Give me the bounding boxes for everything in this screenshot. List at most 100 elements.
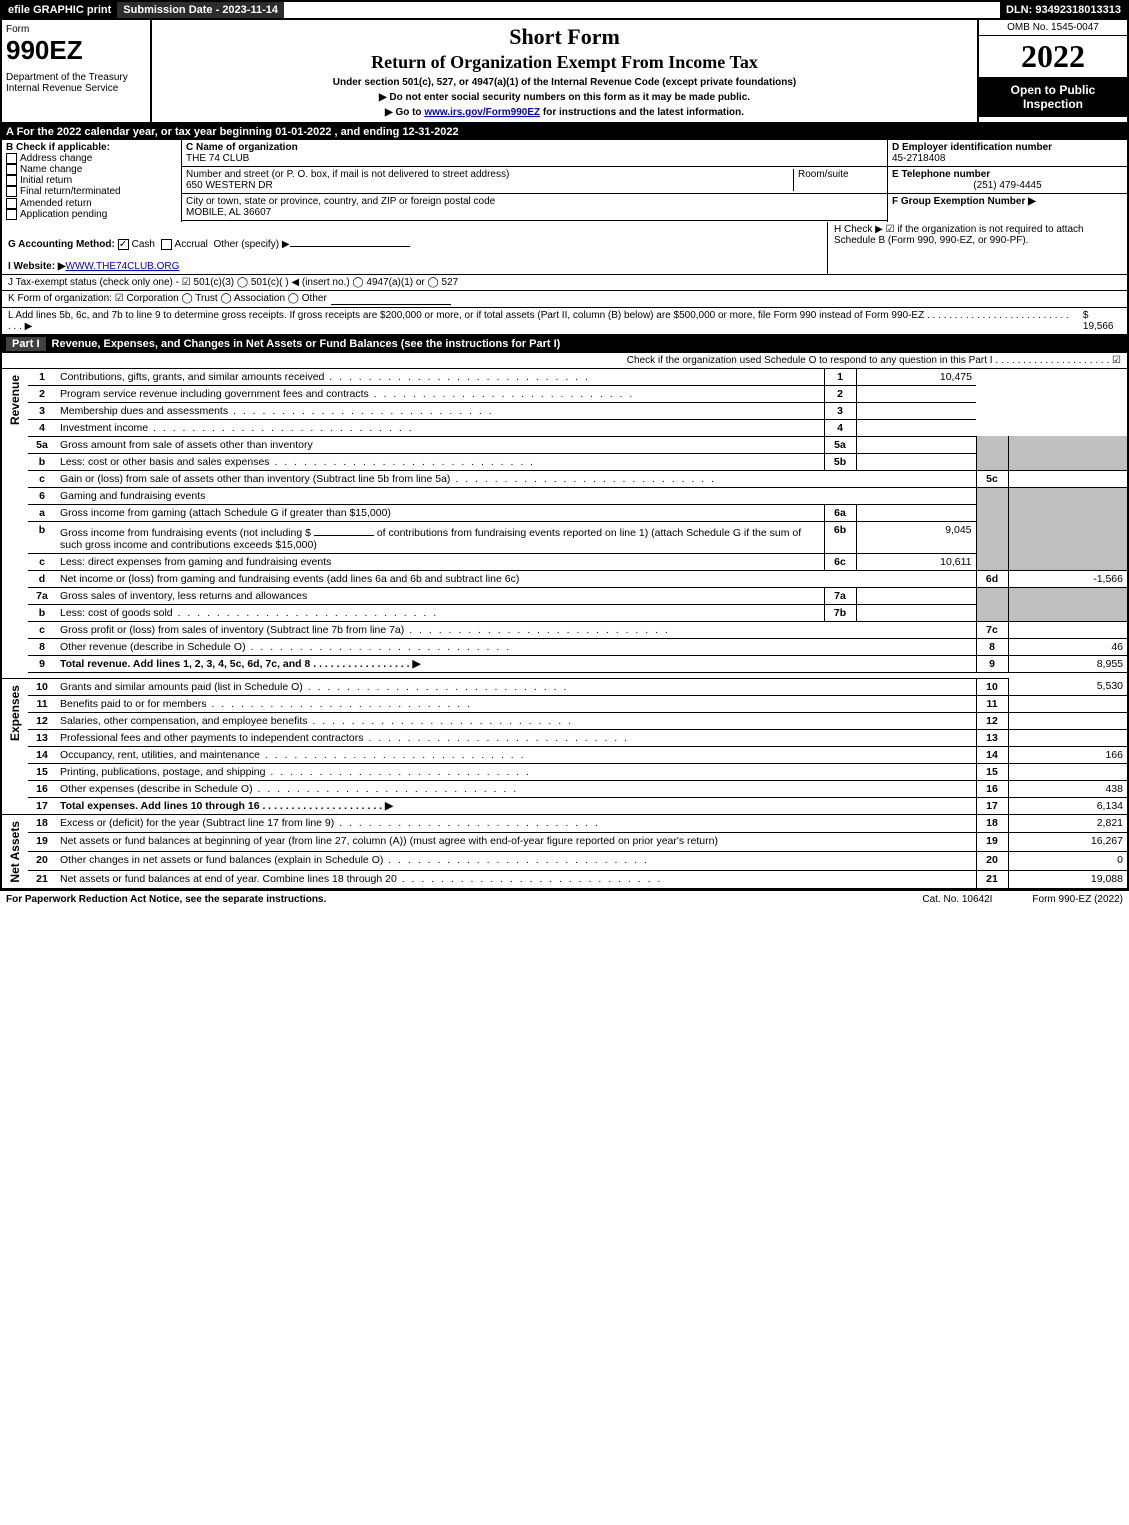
header-left: Form 990EZ Department of the Treasury In…: [2, 20, 152, 122]
subtitle-2: ▶ Do not enter social security numbers o…: [158, 92, 971, 103]
cb-name-change[interactable]: Name change: [6, 164, 177, 175]
open-public-inspection: Open to Public Inspection: [979, 77, 1127, 117]
row-3: 3Membership dues and assessments3: [1, 402, 1128, 419]
title-short-form: Short Form: [158, 24, 971, 50]
city-val: MOBILE, AL 36607: [186, 207, 271, 218]
part-i-checkline: Check if the organization used Schedule …: [0, 353, 1129, 369]
g-label: G Accounting Method:: [8, 239, 115, 250]
row-1: Revenue 1Contributions, gifts, grants, a…: [1, 369, 1128, 386]
line-k: K Form of organization: ☑ Corporation ◯ …: [0, 291, 1129, 308]
sidebar-revenue: Revenue: [6, 371, 24, 429]
part-i-label: Part I: [6, 337, 46, 351]
org-name-row: C Name of organization THE 74 CLUB: [182, 140, 887, 167]
cb-application-pending[interactable]: Application pending: [6, 209, 177, 220]
org-name: THE 74 CLUB: [186, 153, 249, 164]
footer-right: Form 990-EZ (2022): [1032, 894, 1123, 905]
row-18: Net Assets 18Excess or (deficit) for the…: [1, 814, 1128, 833]
city-row: City or town, state or province, country…: [182, 194, 887, 221]
row-13: 13Professional fees and other payments t…: [1, 729, 1128, 746]
d-ein: D Employer identification number 45-2718…: [888, 140, 1127, 167]
f-group: F Group Exemption Number ▶: [888, 194, 1127, 209]
room-label: Room/suite: [798, 169, 849, 180]
e-label: E Telephone number: [892, 169, 990, 180]
sidebar-expenses: Expenses: [6, 681, 24, 745]
submission-date: Submission Date - 2023-11-14: [117, 2, 284, 18]
row-10: Expenses 10Grants and similar amounts pa…: [1, 678, 1128, 695]
row-6a: aGross income from gaming (attach Schedu…: [1, 504, 1128, 521]
line-a: A For the 2022 calendar year, or tax yea…: [0, 124, 1129, 140]
i-label: I Website: ▶: [8, 261, 66, 272]
subtitle-1: Under section 501(c), 527, or 4947(a)(1)…: [158, 77, 971, 88]
row-4: 4Investment income4: [1, 419, 1128, 436]
footer: For Paperwork Reduction Act Notice, see …: [0, 889, 1129, 908]
department-label: Department of the Treasury Internal Reve…: [6, 72, 146, 94]
cb-amended-return[interactable]: Amended return: [6, 198, 177, 209]
row-17: 17Total expenses. Add lines 10 through 1…: [1, 797, 1128, 814]
irs-link[interactable]: www.irs.gov/Form990EZ: [424, 107, 540, 118]
header-right: OMB No. 1545-0047 2022 Open to Public In…: [977, 20, 1127, 122]
efile-label[interactable]: efile GRAPHIC print: [2, 2, 117, 18]
col-b-checkboxes: B Check if applicable: Address change Na…: [2, 140, 182, 222]
row-11: 11Benefits paid to or for members11: [1, 695, 1128, 712]
col-c-org: C Name of organization THE 74 CLUB Numbe…: [182, 140, 887, 222]
cb-accrual-icon[interactable]: [161, 239, 172, 250]
b-label: B Check if applicable:: [6, 142, 110, 153]
g-accounting: G Accounting Method: ✓Cash Accrual Other…: [2, 222, 827, 274]
line-l: L Add lines 5b, 6c, and 7b to line 9 to …: [0, 308, 1129, 335]
row-21: 21Net assets or fund balances at end of …: [1, 870, 1128, 889]
street-val: 650 WESTERN DR: [186, 180, 273, 191]
c-name-label: C Name of organization: [186, 142, 298, 153]
sub3-pre: ▶ Go to: [385, 107, 424, 118]
part-i-check-text: Check if the organization used Schedule …: [627, 355, 1121, 366]
part-i-table: Revenue 1Contributions, gifts, grants, a…: [0, 369, 1129, 890]
g-accrual: Accrual: [175, 239, 208, 250]
row-7a: 7aGross sales of inventory, less returns…: [1, 587, 1128, 604]
k-blank[interactable]: [331, 293, 451, 305]
block-gh: G Accounting Method: ✓Cash Accrual Other…: [0, 222, 1129, 275]
l-text: L Add lines 5b, 6c, and 7b to line 9 to …: [8, 310, 1072, 332]
dln-label: DLN: 93492318013313: [1000, 2, 1127, 18]
cb-initial-return[interactable]: Initial return: [6, 175, 177, 186]
row-6c: cLess: direct expenses from gaming and f…: [1, 553, 1128, 570]
row-15: 15Printing, publications, postage, and s…: [1, 763, 1128, 780]
g-other-blank[interactable]: [290, 235, 410, 247]
row-6d: dNet income or (loss) from gaming and fu…: [1, 570, 1128, 587]
row-9: 9Total revenue. Add lines 1, 2, 3, 4, 5c…: [1, 655, 1128, 672]
block-bcdef: B Check if applicable: Address change Na…: [0, 140, 1129, 222]
sub3-post: for instructions and the latest informat…: [540, 107, 744, 118]
footer-left: For Paperwork Reduction Act Notice, see …: [6, 894, 922, 905]
row-8: 8Other revenue (describe in Schedule O)8…: [1, 638, 1128, 655]
sidebar-netassets: Net Assets: [6, 817, 24, 887]
e-val: (251) 479-4445: [892, 180, 1123, 191]
row-12: 12Salaries, other compensation, and empl…: [1, 712, 1128, 729]
row-16: 16Other expenses (describe in Schedule O…: [1, 780, 1128, 797]
omb-number: OMB No. 1545-0047: [979, 20, 1127, 36]
row-20: 20Other changes in net assets or fund ba…: [1, 852, 1128, 871]
footer-mid: Cat. No. 10642I: [922, 894, 992, 905]
row-7c: cGross profit or (loss) from sales of in…: [1, 621, 1128, 638]
form-number: 990EZ: [6, 35, 146, 66]
website-link[interactable]: WWW.THE74CLUB.ORG: [66, 261, 180, 272]
cb-cash-icon[interactable]: ✓: [118, 239, 129, 250]
row-5b: bLess: cost or other basis and sales exp…: [1, 453, 1128, 470]
cb-final-return[interactable]: Final return/terminated: [6, 186, 177, 197]
row-5a: 5aGross amount from sale of assets other…: [1, 436, 1128, 453]
cb-address-change[interactable]: Address change: [6, 153, 177, 164]
part-i-bar: Part I Revenue, Expenses, and Changes in…: [0, 335, 1129, 353]
row-5c: cGain or (loss) from sale of assets othe…: [1, 470, 1128, 487]
city-label: City or town, state or province, country…: [186, 196, 495, 207]
row-14: 14Occupancy, rent, utilities, and mainte…: [1, 746, 1128, 763]
row-2: 2Program service revenue including gover…: [1, 385, 1128, 402]
tax-year: 2022: [979, 36, 1127, 77]
topbar-spacer: [284, 2, 1000, 18]
part-i-title: Revenue, Expenses, and Changes in Net As…: [52, 338, 561, 350]
g-other: Other (specify) ▶: [213, 239, 289, 250]
d-val: 45-2718408: [892, 153, 945, 164]
k-text: K Form of organization: ☑ Corporation ◯ …: [8, 293, 327, 304]
street-label: Number and street (or P. O. box, if mail…: [186, 169, 509, 180]
form-word: Form: [6, 24, 146, 35]
line6b-blank[interactable]: [314, 524, 374, 536]
header-middle: Short Form Return of Organization Exempt…: [152, 20, 977, 122]
street-row: Number and street (or P. O. box, if mail…: [182, 167, 887, 194]
form-header: Form 990EZ Department of the Treasury In…: [0, 20, 1129, 124]
